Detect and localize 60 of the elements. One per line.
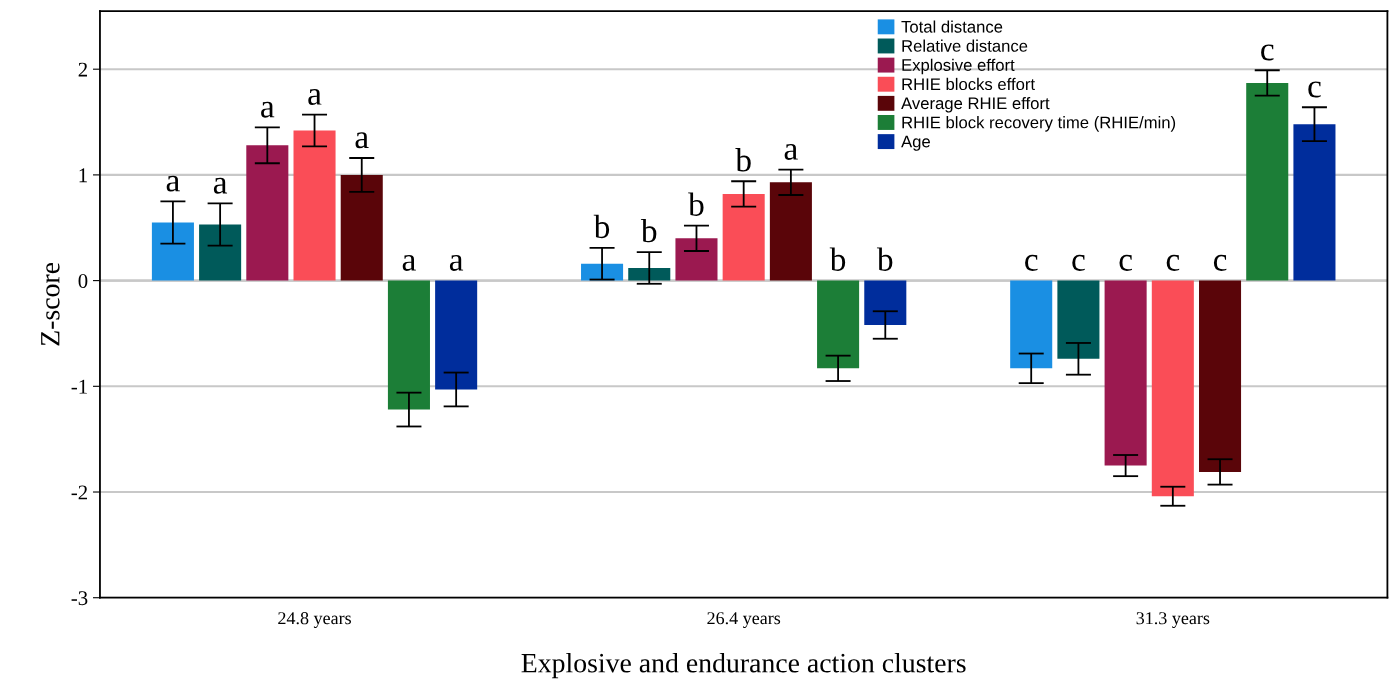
data-label: a xyxy=(213,177,228,194)
data-label: c xyxy=(1166,254,1180,271)
data-label: c xyxy=(1261,44,1274,61)
y-tick-label: 2 xyxy=(78,62,88,77)
legend-label: Relative distance xyxy=(902,39,1028,52)
data-label: a xyxy=(449,254,464,271)
bar xyxy=(864,280,907,325)
legend-label: Explosive effort xyxy=(902,58,1015,75)
bar xyxy=(199,224,242,281)
data-label: c xyxy=(1308,81,1321,98)
bar xyxy=(817,280,860,369)
bar xyxy=(1104,280,1147,466)
bar xyxy=(1293,124,1336,281)
bar xyxy=(1246,82,1289,281)
y-tick-label: -2 xyxy=(71,485,88,500)
legend-label: Average RHIE effort xyxy=(901,97,1050,113)
data-label: a xyxy=(166,175,180,192)
data-label: c xyxy=(1213,254,1227,271)
bar xyxy=(769,182,812,281)
bar xyxy=(1151,280,1194,497)
bar xyxy=(293,130,336,281)
data-label: a xyxy=(402,254,416,271)
bar xyxy=(1010,280,1053,369)
y-axis-title: Z-score xyxy=(41,262,60,346)
data-label: a xyxy=(308,88,322,105)
bar xyxy=(246,145,289,281)
bar xyxy=(722,193,765,281)
data-label: b xyxy=(735,148,751,172)
data-label: a xyxy=(784,143,798,160)
bar xyxy=(675,238,718,281)
bar xyxy=(1057,280,1100,359)
x-tick-label: 24.8 years xyxy=(278,612,351,628)
data-label: b xyxy=(688,192,704,216)
data-label: b xyxy=(876,247,893,271)
legend-label: Age xyxy=(901,135,930,151)
y-tick-label: 1 xyxy=(79,168,87,183)
data-label: c xyxy=(1119,254,1132,271)
y-tick-label: -3 xyxy=(71,591,88,606)
data-label: b xyxy=(829,247,846,271)
x-tick-label: 26.4 years xyxy=(707,612,781,628)
legend-label: Total distance xyxy=(901,20,1003,33)
x-tick-label: 31.3 years xyxy=(1136,612,1210,628)
bar xyxy=(1199,280,1242,472)
bar xyxy=(628,267,671,281)
data-label: c xyxy=(1072,254,1085,271)
bar xyxy=(387,280,430,410)
legend-label: RHIE block recovery time (RHIE/min) xyxy=(902,116,1176,132)
y-tick-label: -1 xyxy=(71,379,87,394)
y-tick-label: 0 xyxy=(78,273,88,289)
x-axis-title: Explosive and endurance action clusters xyxy=(521,652,966,679)
bar xyxy=(435,280,478,390)
legend-label: RHIE blocks effort xyxy=(902,77,1035,91)
data-label: c xyxy=(1025,254,1038,271)
data-label: a xyxy=(261,101,275,118)
bar xyxy=(151,222,194,281)
data-label: b xyxy=(593,214,610,239)
data-label: a xyxy=(355,132,369,149)
bar xyxy=(581,263,624,281)
bar xyxy=(340,174,383,281)
data-label: b xyxy=(640,218,657,243)
